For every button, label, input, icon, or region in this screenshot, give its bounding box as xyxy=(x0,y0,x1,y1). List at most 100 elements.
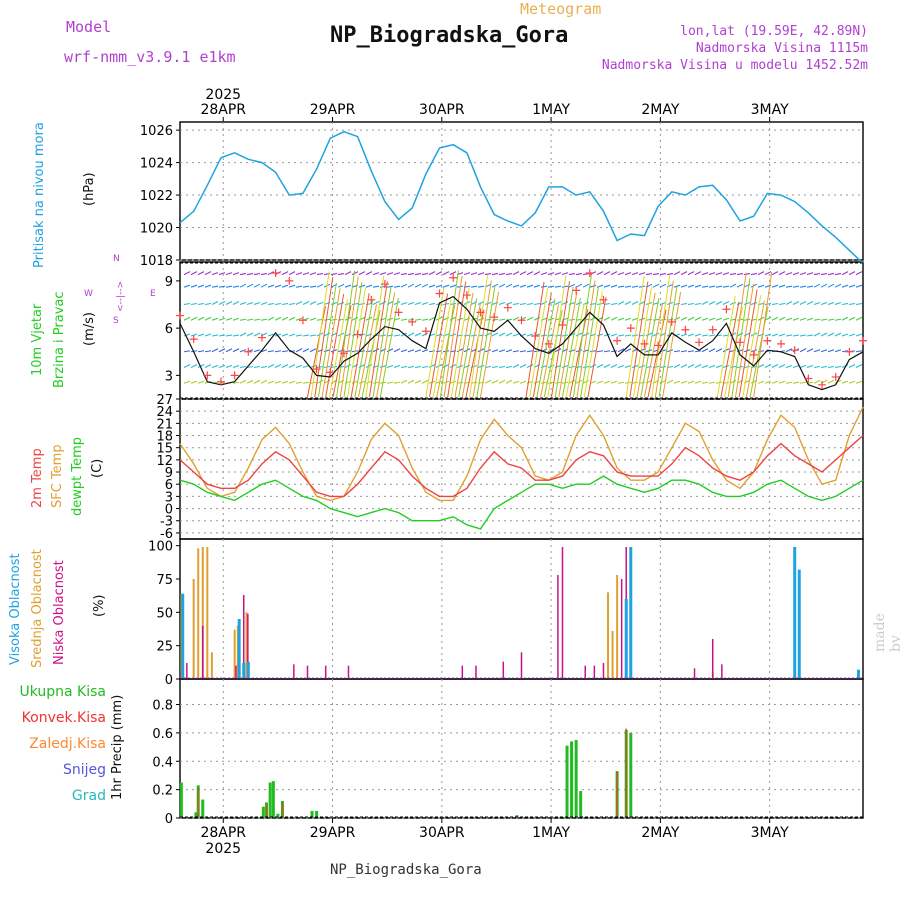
wind-gust-marker xyxy=(695,338,704,347)
wind-barb xyxy=(610,364,618,368)
precip-total-bar xyxy=(629,732,633,817)
wind-gust-marker xyxy=(435,289,444,298)
wind-barb xyxy=(673,271,681,276)
wind-barb xyxy=(246,318,254,321)
wind-barb xyxy=(407,365,415,369)
wind-barb xyxy=(785,317,793,321)
wind-barb xyxy=(813,283,821,288)
wind-barb xyxy=(715,364,723,369)
wind-compass-s: S xyxy=(113,316,119,326)
wind-barb xyxy=(379,301,387,306)
wind-barb xyxy=(337,273,345,276)
wind-barb xyxy=(316,273,324,276)
wind-barb xyxy=(400,318,408,321)
wind-barb xyxy=(295,272,303,276)
wind-barb xyxy=(491,349,499,353)
wind-barb xyxy=(540,301,548,306)
wind-compass-w: W xyxy=(84,289,93,299)
wind-barb xyxy=(281,380,289,384)
wind-barb xyxy=(785,364,793,369)
wind-barb xyxy=(575,273,583,276)
precip-convective-bar xyxy=(625,728,627,817)
cloud-low-bar xyxy=(293,664,295,678)
wind-barb xyxy=(827,283,835,288)
wind-gust-streak xyxy=(336,270,356,398)
wind-barb xyxy=(631,317,639,321)
wind-gust-marker xyxy=(736,338,745,347)
wind-barb xyxy=(435,271,443,276)
wind-barb xyxy=(834,349,842,353)
precip-total-bar xyxy=(310,810,314,817)
wind-barb xyxy=(806,301,814,306)
wind-barb xyxy=(267,302,275,306)
temp-2m-line xyxy=(179,434,864,498)
wind-barb xyxy=(638,285,646,288)
wind-barb xyxy=(680,316,688,321)
wind-barb xyxy=(197,284,205,288)
wind-barb xyxy=(190,271,198,276)
wind-barb xyxy=(701,285,709,288)
wind-gust-marker xyxy=(230,371,239,380)
wind-gust-streak xyxy=(633,287,653,398)
wind-barb xyxy=(666,273,674,276)
wind-barb xyxy=(554,285,562,288)
wind-barb xyxy=(743,273,751,276)
wind-gust-marker xyxy=(845,347,854,356)
wind-barb xyxy=(316,301,324,306)
wind-barb xyxy=(239,365,247,369)
wind-barb xyxy=(204,302,212,306)
wind-gust-streak xyxy=(587,297,607,398)
wind-barb xyxy=(596,284,604,288)
wind-gust-marker xyxy=(339,349,348,358)
wind-barb xyxy=(673,350,681,353)
wind-barb xyxy=(442,271,450,276)
wind-barb xyxy=(582,332,590,337)
cloud-mid-bar xyxy=(192,579,195,678)
wind-barb xyxy=(372,301,380,306)
wind-barb xyxy=(246,379,254,384)
wind-barb xyxy=(505,349,513,353)
wind-barb xyxy=(407,301,415,306)
wind-barb xyxy=(554,348,562,353)
wind-barb xyxy=(799,272,807,276)
wind-gust-streak xyxy=(310,271,330,398)
wind-barb xyxy=(519,284,527,288)
wind-barb xyxy=(540,272,548,276)
wind-barb xyxy=(519,271,527,276)
wind-barb xyxy=(533,316,541,321)
wind-barb xyxy=(729,273,737,276)
wind-barb xyxy=(617,317,625,321)
wind-barb xyxy=(820,365,828,369)
wind-gust-marker xyxy=(285,276,294,285)
wind-barb xyxy=(218,334,226,337)
wind-barb xyxy=(694,271,702,276)
wind-barb xyxy=(680,350,688,353)
wind-gust-streak xyxy=(643,303,663,398)
wind-barb xyxy=(596,380,604,384)
wind-barb xyxy=(778,380,786,384)
wind-gust-streak xyxy=(347,287,367,398)
wind-barb xyxy=(799,364,807,369)
wind-barb xyxy=(666,349,674,353)
wind-barb xyxy=(253,349,261,353)
precip-convective-bar xyxy=(616,771,618,817)
precipitation-tick-label: 0.2 xyxy=(152,784,173,799)
wind-barb xyxy=(820,273,828,276)
wind-barb xyxy=(820,301,828,306)
wind-barb xyxy=(561,301,569,306)
wind-gust-streak xyxy=(376,292,396,398)
wind-gust-marker xyxy=(708,325,717,334)
wind-barb xyxy=(204,271,212,276)
wind-barb xyxy=(218,272,226,276)
wind-barb xyxy=(561,317,569,321)
wind-barb xyxy=(463,317,471,321)
precip-total-bar xyxy=(261,806,265,817)
wind-barb xyxy=(554,272,562,276)
wind-gust-marker xyxy=(599,295,608,304)
wind-barb xyxy=(260,273,268,276)
wind-barb xyxy=(295,285,303,288)
wind-barb xyxy=(211,272,219,276)
wind-tick-label: 9 xyxy=(165,275,173,290)
precip-total-bar xyxy=(276,813,280,817)
wind-barb xyxy=(358,302,366,306)
